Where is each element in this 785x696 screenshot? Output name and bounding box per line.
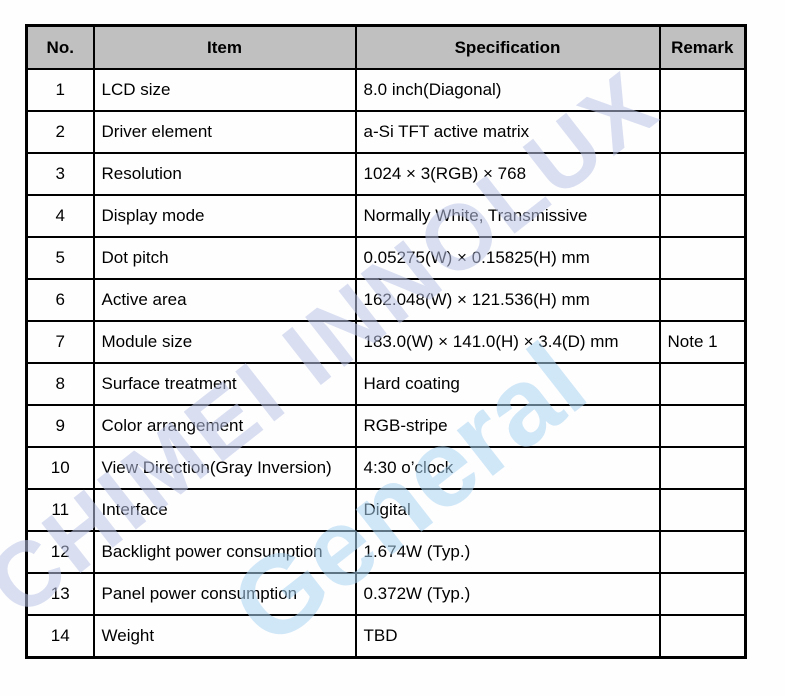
table-row: 13 Panel power consumption 0.372W (Typ.)	[25, 572, 747, 616]
specification-table: No. Item Specification Remark 1 LCD size 8…	[25, 24, 747, 659]
cell-item: Interface	[92, 488, 357, 532]
header-row: No. Item Specification Remark	[25, 24, 747, 70]
cell-specification: 0.372W (Typ.)	[354, 572, 661, 616]
cell-item: Surface treatment	[92, 362, 357, 406]
cell-no: 2	[25, 110, 95, 154]
cell-specification: 1.674W (Typ.)	[354, 530, 661, 574]
cell-no: 4	[25, 194, 95, 238]
table-row: 8 Surface treatment Hard coating	[25, 362, 747, 406]
cell-specification: 1024 × 3(RGB) × 768	[354, 152, 661, 196]
cell-remark	[658, 278, 747, 322]
cell-specification: 0.05275(W) × 0.15825(H) mm	[354, 236, 661, 280]
cell-specification: RGB-stripe	[354, 404, 661, 448]
cell-no: 13	[25, 572, 95, 616]
header-specification: Specification	[354, 24, 661, 70]
cell-item: Module size	[92, 320, 357, 364]
cell-no: 7	[25, 320, 95, 364]
cell-specification: Normally White, Transmissive	[354, 194, 661, 238]
cell-remark	[658, 446, 747, 490]
table-row: 1 LCD size 8.0 inch(Diagonal)	[25, 68, 747, 112]
cell-no: 10	[25, 446, 95, 490]
cell-no: 3	[25, 152, 95, 196]
cell-no: 14	[25, 614, 95, 659]
cell-remark	[658, 110, 747, 154]
cell-remark	[658, 530, 747, 574]
cell-remark	[658, 236, 747, 280]
cell-item: LCD size	[92, 68, 357, 112]
table-row: 14 Weight TBD	[25, 614, 747, 659]
cell-remark	[658, 488, 747, 532]
cell-item: View Direction(Gray Inversion)	[92, 446, 357, 490]
cell-no: 6	[25, 278, 95, 322]
header-no: No.	[25, 24, 95, 70]
table-row: 7 Module size 183.0(W) × 141.0(H) × 3.4(D)…	[25, 320, 747, 364]
cell-specification: 4:30 o’clock	[354, 446, 661, 490]
cell-no: 12	[25, 530, 95, 574]
cell-remark	[658, 152, 747, 196]
cell-remark	[658, 68, 747, 112]
cell-item: Display mode	[92, 194, 357, 238]
cell-item: Backlight power consumption	[92, 530, 357, 574]
cell-no: 1	[25, 68, 95, 112]
table-row: 6 Active area 162.048(W) × 121.536(H) mm	[25, 278, 747, 322]
cell-specification: Hard coating	[354, 362, 661, 406]
cell-no: 5	[25, 236, 95, 280]
cell-item: Panel power consumption	[92, 572, 357, 616]
header-remark: Remark	[658, 24, 747, 70]
cell-remark	[658, 614, 747, 659]
cell-no: 11	[25, 488, 95, 532]
table-row: 12 Backlight power consumption 1.674W (Typ…	[25, 530, 747, 574]
cell-item: Color arrangement	[92, 404, 357, 448]
table-row: 9 Color arrangement RGB-stripe	[25, 404, 747, 448]
cell-no: 9	[25, 404, 95, 448]
cell-specification: 162.048(W) × 121.536(H) mm	[354, 278, 661, 322]
table-row: 11 Interface Digital	[25, 488, 747, 532]
cell-specification: Digital	[354, 488, 661, 532]
table-row: 3 Resolution 1024 × 3(RGB) × 768	[25, 152, 747, 196]
cell-remark	[658, 572, 747, 616]
cell-specification: a-Si TFT active matrix	[354, 110, 661, 154]
cell-item: Resolution	[92, 152, 357, 196]
table-row: 4 Display mode Normally White, Transmissiv…	[25, 194, 747, 238]
cell-item: Active area	[92, 278, 357, 322]
cell-item: Weight	[92, 614, 357, 659]
cell-item: Dot pitch	[92, 236, 357, 280]
cell-no: 8	[25, 362, 95, 406]
cell-remark: Note 1	[658, 320, 747, 364]
cell-remark	[658, 404, 747, 448]
cell-remark	[658, 362, 747, 406]
table-row: 2 Driver element a-Si TFT active matrix	[25, 110, 747, 154]
cell-specification: 8.0 inch(Diagonal)	[354, 68, 661, 112]
header-item: Item	[92, 24, 357, 70]
cell-specification: TBD	[354, 614, 661, 659]
table-row: 5 Dot pitch 0.05275(W) × 0.15825(H) mm	[25, 236, 747, 280]
cell-remark	[658, 194, 747, 238]
cell-item: Driver element	[92, 110, 357, 154]
table-row: 10 View Direction(Gray Inversion) 4:30 o’c…	[25, 446, 747, 490]
cell-specification: 183.0(W) × 141.0(H) × 3.4(D) mm	[354, 320, 661, 364]
